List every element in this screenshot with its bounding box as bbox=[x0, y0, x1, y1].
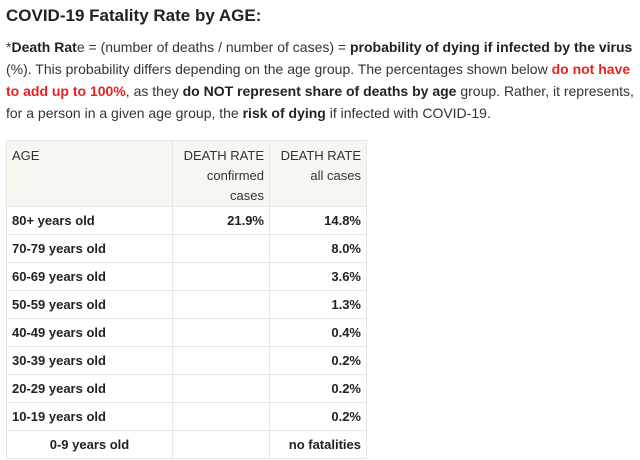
age-cell: 10-19 years old bbox=[6, 402, 173, 431]
confirmed-rate-cell bbox=[172, 318, 270, 347]
intro-probability: probability of dying if infected by the … bbox=[349, 39, 633, 55]
intro-text-4: if infected with COVID-19. bbox=[325, 105, 491, 121]
header-death-rate-all: DEATH RATE all cases bbox=[269, 140, 367, 207]
table-row: 10-19 years old 0.2% bbox=[6, 402, 367, 431]
header-confirmed-line1: DEATH RATE bbox=[183, 148, 264, 163]
table-row: 60-69 years old 3.6% bbox=[6, 262, 367, 291]
table-row: 50-59 years old 1.3% bbox=[6, 290, 367, 319]
all-rate-cell: 0.4% bbox=[269, 318, 367, 347]
table-row: 30-39 years old 0.2% bbox=[6, 346, 367, 375]
page-title: COVID-19 Fatality Rate by AGE: bbox=[6, 6, 262, 25]
age-cell: 80+ years old bbox=[6, 206, 173, 235]
header-age: AGE bbox=[6, 140, 173, 207]
all-rate-cell: 0.2% bbox=[269, 402, 367, 431]
intro-red-warning: do not have to add up to 100% bbox=[6, 61, 631, 99]
intro-text-2: , as they bbox=[125, 83, 183, 99]
all-rate-cell: 0.2% bbox=[269, 346, 367, 375]
table-row: 40-49 years old 0.4% bbox=[6, 318, 367, 347]
intro-not-share: do NOT represent share of deaths by age bbox=[182, 83, 457, 99]
table-row: 80+ years old 21.9% 14.8% bbox=[6, 206, 367, 235]
table-body: 80+ years old 21.9% 14.8% 70-79 years ol… bbox=[6, 206, 367, 459]
intro-paragraph: *Death Rate = (number of deaths / number… bbox=[6, 36, 634, 124]
all-rate-cell: 8.0% bbox=[269, 234, 367, 263]
intro-text-1: (%). This probability differs depending … bbox=[6, 61, 552, 77]
intro-star: * bbox=[6, 39, 12, 55]
confirmed-rate-cell bbox=[172, 402, 270, 431]
age-cell: 50-59 years old bbox=[6, 290, 173, 319]
table-row: 70-79 years old 8.0% bbox=[6, 234, 367, 263]
header-all-line2: all cases bbox=[310, 168, 361, 183]
all-rate-cell: 14.8% bbox=[269, 206, 367, 235]
age-cell: 40-49 years old bbox=[6, 318, 173, 347]
age-cell: 30-39 years old bbox=[6, 346, 173, 375]
all-rate-cell: no fatalities bbox=[269, 430, 367, 459]
intro-risk-of-dying: risk of dying bbox=[242, 105, 326, 121]
table-row: 20-29 years old 0.2% bbox=[6, 374, 367, 403]
table-row: 0-9 years old no fatalities bbox=[6, 430, 367, 459]
age-cell: 70-79 years old bbox=[6, 234, 173, 263]
header-confirmed-line3: cases bbox=[230, 188, 264, 203]
intro-death-rate-tail: e bbox=[76, 39, 85, 55]
confirmed-rate-cell bbox=[172, 430, 270, 459]
age-cell: 60-69 years old bbox=[6, 262, 173, 291]
intro-formula: = (number of deaths / number of cases) = bbox=[84, 39, 350, 55]
confirmed-rate-cell bbox=[172, 346, 270, 375]
age-cell: 20-29 years old bbox=[6, 374, 173, 403]
confirmed-rate-cell bbox=[172, 374, 270, 403]
intro-death-rate-term: Death Rat bbox=[11, 39, 77, 55]
header-all-line1: DEATH RATE bbox=[280, 148, 361, 163]
header-confirmed-line2: confirmed bbox=[206, 168, 264, 183]
confirmed-rate-cell bbox=[172, 234, 270, 263]
fatality-table: AGE DEATH RATE confirmed cases DEATH RAT… bbox=[6, 140, 367, 459]
age-cell: 0-9 years old bbox=[6, 430, 173, 459]
all-rate-cell: 3.6% bbox=[269, 262, 367, 291]
confirmed-rate-cell: 21.9% bbox=[172, 206, 270, 235]
table-header: AGE DEATH RATE confirmed cases DEATH RAT… bbox=[6, 140, 367, 207]
confirmed-rate-cell bbox=[172, 262, 270, 291]
confirmed-rate-cell bbox=[172, 290, 270, 319]
all-rate-cell: 0.2% bbox=[269, 374, 367, 403]
all-rate-cell: 1.3% bbox=[269, 290, 367, 319]
intro-text-3: group. Rather, it represents, for a pers… bbox=[6, 83, 634, 121]
header-row: AGE DEATH RATE confirmed cases DEATH RAT… bbox=[6, 140, 367, 207]
header-death-rate-confirmed: DEATH RATE confirmed cases bbox=[172, 140, 270, 207]
